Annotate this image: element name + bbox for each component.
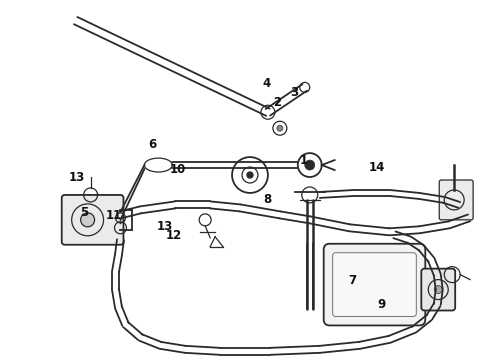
Text: 6: 6: [148, 138, 156, 151]
Text: 11: 11: [106, 209, 122, 222]
Text: 3: 3: [290, 86, 298, 99]
Circle shape: [277, 125, 283, 131]
Circle shape: [305, 160, 315, 170]
FancyBboxPatch shape: [421, 269, 455, 310]
Text: 2: 2: [272, 96, 281, 109]
Circle shape: [247, 172, 253, 178]
Text: 7: 7: [348, 274, 356, 287]
FancyBboxPatch shape: [333, 253, 416, 316]
Text: 13: 13: [156, 220, 172, 233]
Text: 10: 10: [170, 163, 186, 176]
FancyBboxPatch shape: [439, 180, 473, 220]
Text: 1: 1: [299, 154, 308, 167]
Text: 13: 13: [69, 171, 85, 184]
FancyBboxPatch shape: [62, 195, 123, 245]
Circle shape: [434, 285, 442, 293]
Text: 5: 5: [80, 207, 88, 220]
Text: 14: 14: [368, 161, 385, 174]
Circle shape: [81, 213, 95, 227]
Text: 9: 9: [378, 298, 386, 311]
Text: 8: 8: [263, 193, 271, 206]
FancyBboxPatch shape: [324, 244, 425, 325]
Text: 12: 12: [166, 229, 182, 242]
Text: 4: 4: [263, 77, 271, 90]
